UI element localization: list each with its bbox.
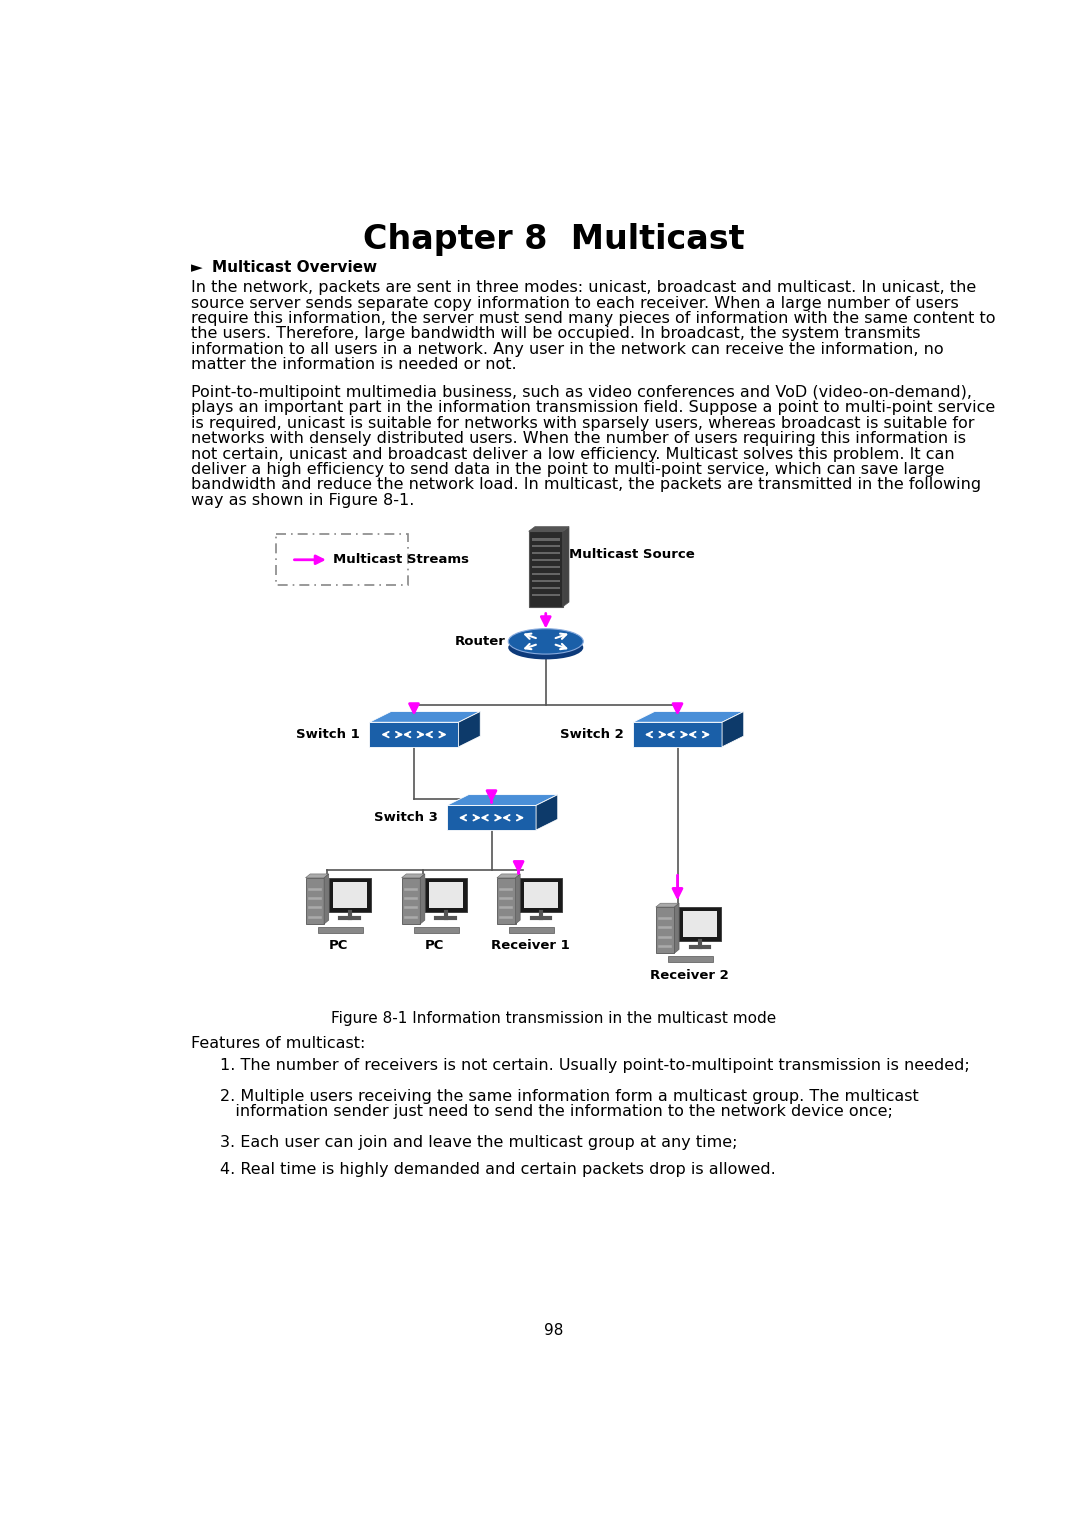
- Text: Multicast Overview: Multicast Overview: [213, 260, 378, 275]
- Text: PC: PC: [329, 939, 349, 953]
- Text: Switch 2: Switch 2: [559, 728, 623, 741]
- Polygon shape: [369, 722, 459, 747]
- Bar: [308, 906, 322, 910]
- Text: In the network, packets are sent in three modes: unicast, broadcast and multicas: In the network, packets are sent in thre…: [191, 281, 976, 295]
- Text: information sender just need to send the information to the network device once;: information sender just need to send the…: [220, 1104, 893, 1119]
- Bar: [308, 896, 322, 899]
- Polygon shape: [402, 873, 424, 878]
- Text: 4. Real time is highly demanded and certain packets drop is allowed.: 4. Real time is highly demanded and cert…: [220, 1162, 777, 1177]
- Polygon shape: [563, 527, 569, 606]
- Polygon shape: [536, 794, 557, 831]
- Text: information to all users in a network. Any user in the network can receive the i: information to all users in a network. A…: [191, 342, 944, 357]
- Polygon shape: [656, 902, 679, 907]
- Polygon shape: [529, 527, 569, 531]
- Text: way as shown in Figure 8-1.: way as shown in Figure 8-1.: [191, 493, 414, 508]
- Bar: [531, 580, 559, 582]
- Bar: [499, 896, 513, 899]
- Text: Switch 1: Switch 1: [296, 728, 360, 741]
- Bar: [531, 573, 559, 576]
- Bar: [658, 936, 672, 939]
- Bar: [510, 927, 554, 933]
- Polygon shape: [447, 794, 557, 805]
- Text: Figure 8-1 Information transmission in the multicast mode: Figure 8-1 Information transmission in t…: [330, 1011, 777, 1026]
- Bar: [656, 907, 674, 953]
- Bar: [658, 918, 672, 921]
- Bar: [658, 927, 672, 930]
- Polygon shape: [515, 873, 521, 924]
- Bar: [306, 878, 324, 924]
- Bar: [531, 586, 559, 589]
- Bar: [308, 887, 322, 890]
- Bar: [333, 881, 367, 909]
- Polygon shape: [306, 873, 328, 878]
- Text: the users. Therefore, large bandwidth will be occupied. In broadcast, the system: the users. Therefore, large bandwidth wi…: [191, 327, 920, 342]
- Polygon shape: [369, 712, 481, 722]
- Text: 2. Multiple users receiving the same information form a multicast group. The mul: 2. Multiple users receiving the same inf…: [220, 1089, 919, 1104]
- Text: Router: Router: [455, 635, 505, 647]
- Text: Receiver 1: Receiver 1: [491, 939, 569, 953]
- Text: bandwidth and reduce the network load. In multicast, the packets are transmitted: bandwidth and reduce the network load. I…: [191, 478, 981, 492]
- Bar: [318, 927, 363, 933]
- Bar: [497, 878, 515, 924]
- Bar: [429, 881, 463, 909]
- Bar: [414, 927, 459, 933]
- Text: not certain, unicast and broadcast deliver a low efficiency. Multicast solves th: not certain, unicast and broadcast deliv…: [191, 446, 955, 461]
- Text: 3. Each user can join and leave the multicast group at any time;: 3. Each user can join and leave the mult…: [220, 1135, 738, 1150]
- Text: PC: PC: [426, 939, 445, 953]
- Text: Switch 3: Switch 3: [374, 811, 437, 825]
- Text: matter the information is needed or not.: matter the information is needed or not.: [191, 357, 516, 373]
- Polygon shape: [447, 805, 536, 831]
- Ellipse shape: [509, 629, 583, 654]
- Ellipse shape: [509, 635, 583, 660]
- Bar: [328, 878, 370, 912]
- Polygon shape: [723, 712, 744, 747]
- Bar: [531, 545, 559, 548]
- Text: Chapter 8  Multicast: Chapter 8 Multicast: [363, 223, 744, 257]
- Bar: [404, 896, 418, 899]
- Polygon shape: [497, 873, 521, 878]
- Bar: [531, 553, 559, 554]
- Polygon shape: [633, 722, 723, 747]
- Bar: [402, 878, 420, 924]
- Text: 98: 98: [544, 1322, 563, 1338]
- Bar: [679, 907, 721, 941]
- Bar: [658, 945, 672, 948]
- Bar: [531, 594, 559, 596]
- Polygon shape: [633, 712, 744, 722]
- Text: source server sends separate copy information to each receiver. When a large num: source server sends separate copy inform…: [191, 296, 959, 310]
- Bar: [683, 912, 717, 938]
- Text: is required, unicast is suitable for networks with sparsely users, whereas broad: is required, unicast is suitable for net…: [191, 415, 974, 431]
- Text: 1. The number of receivers is not certain. Usually point-to-multipoint transmiss: 1. The number of receivers is not certai…: [220, 1058, 970, 1073]
- Bar: [499, 887, 513, 890]
- Text: require this information, the server must send many pieces of information with t: require this information, the server mus…: [191, 312, 996, 327]
- Bar: [529, 531, 563, 606]
- Polygon shape: [674, 902, 679, 953]
- Bar: [524, 881, 558, 909]
- Text: Multicast Streams: Multicast Streams: [334, 553, 470, 567]
- Bar: [531, 559, 559, 562]
- Bar: [499, 916, 513, 919]
- Text: deliver a high efficiency to send data in the point to multi-point service, whic: deliver a high efficiency to send data i…: [191, 463, 944, 476]
- Polygon shape: [324, 873, 328, 924]
- Polygon shape: [420, 873, 424, 924]
- Polygon shape: [459, 712, 481, 747]
- Text: networks with densely distributed users. When the number of users requiring this: networks with densely distributed users.…: [191, 431, 966, 446]
- Bar: [669, 956, 713, 962]
- Text: Receiver 2: Receiver 2: [650, 968, 729, 982]
- Bar: [308, 916, 322, 919]
- Bar: [424, 878, 467, 912]
- Bar: [404, 887, 418, 890]
- Bar: [404, 906, 418, 910]
- Bar: [499, 906, 513, 910]
- Bar: [531, 538, 559, 541]
- Bar: [404, 916, 418, 919]
- Text: plays an important part in the information transmission field. Suppose a point t: plays an important part in the informati…: [191, 400, 995, 415]
- Bar: [531, 567, 559, 568]
- Text: ►: ►: [191, 260, 203, 275]
- Text: Multicast Source: Multicast Source: [569, 548, 694, 560]
- Text: Point-to-multipoint multimedia business, such as video conferences and VoD (vide: Point-to-multipoint multimedia business,…: [191, 385, 972, 400]
- Bar: [521, 878, 562, 912]
- Text: Features of multicast:: Features of multicast:: [191, 1037, 365, 1052]
